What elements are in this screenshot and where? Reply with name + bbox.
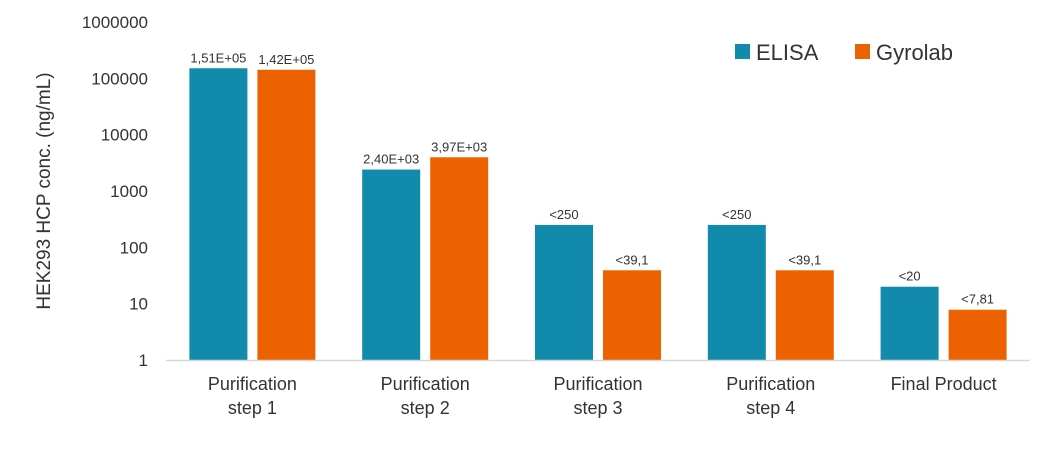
legend-label-elisa: ELISA [756, 40, 819, 65]
bar-elisa [707, 224, 766, 360]
y-axis-title: HEK293 HCP conc. (ng/mL) [34, 72, 55, 309]
bar-gyrolab [775, 270, 834, 360]
category-label: Purification step 1 [208, 374, 297, 418]
y-tick-label: 100000 [91, 69, 148, 88]
category-label-line: step 1 [228, 398, 277, 418]
bar-gyrolab [603, 270, 661, 360]
data-label: <250 [549, 207, 578, 222]
y-tick-label: 100 [120, 238, 148, 257]
legend-label-gyrolab: Gyrolab [876, 40, 953, 65]
y-tick-label: 1000 [110, 182, 148, 201]
category-label-line: step 3 [573, 398, 622, 418]
category-label: Purification step 2 [381, 374, 470, 418]
y-tick-label: 1000000 [82, 13, 148, 32]
category-label-line: Final Product [891, 374, 997, 394]
category-label: Purification step 4 [726, 374, 815, 418]
data-label: <7,81 [961, 292, 994, 307]
bar-gyrolab [948, 309, 1007, 360]
y-tick-label: 10 [129, 295, 148, 314]
category-label-line: Purification [381, 374, 470, 394]
data-label: 1,42E+05 [258, 52, 314, 67]
category-label: Final Product [891, 374, 997, 394]
bar-gyrolab [257, 69, 316, 360]
category-label-line: Purification [553, 374, 642, 394]
y-tick-label: 10000 [101, 126, 148, 145]
category-label-line: step 2 [401, 398, 450, 418]
category-label-line: Purification [726, 374, 815, 394]
bar-elisa [362, 169, 421, 360]
category-label-line: Purification [208, 374, 297, 394]
data-label: 1,51E+05 [190, 50, 246, 65]
data-label: <39,1 [616, 252, 649, 267]
bar-elisa [880, 286, 939, 360]
legend-swatch-gyrolab [855, 44, 870, 59]
data-label: <250 [722, 207, 751, 222]
y-tick-label: 1 [139, 351, 148, 370]
data-label: 3,97E+03 [431, 139, 487, 154]
data-label: 2,40E+03 [363, 152, 419, 167]
bar-elisa [189, 68, 248, 360]
bar-elisa [535, 224, 593, 360]
data-label: <39,1 [788, 252, 821, 267]
category-label: Purification step 3 [553, 374, 642, 418]
legend-swatch-elisa [735, 44, 750, 59]
bar-gyrolab [430, 157, 489, 360]
category-label-line: step 4 [746, 398, 795, 418]
data-label: <20 [899, 269, 921, 284]
